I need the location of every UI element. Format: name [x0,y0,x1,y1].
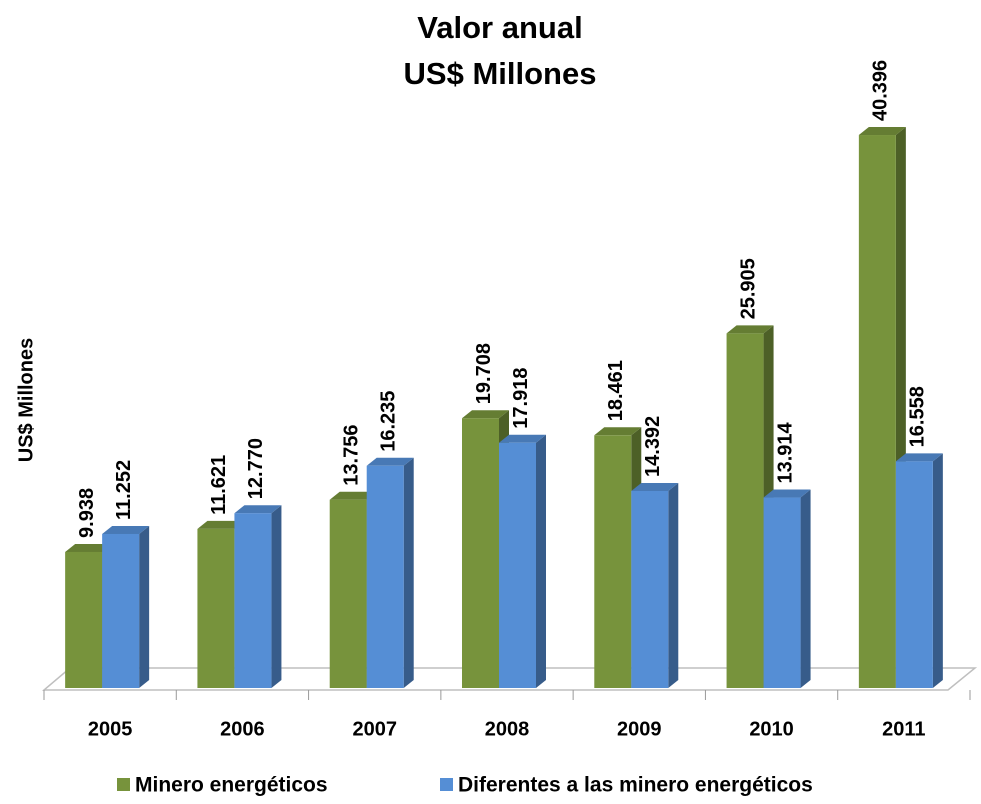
legend-label: Diferentes a las minero energéticos [458,774,813,797]
data-label: 25.905 [737,258,759,319]
x-tick-label: 2009 [617,718,662,740]
data-label: 16.558 [907,386,929,447]
data-label: 19.708 [473,343,495,404]
y-axis-label: US$ Millones [15,338,37,462]
data-label: 17.918 [510,368,532,429]
data-label: 9.938 [76,488,98,538]
x-tick-label: 2011 [882,718,925,740]
data-label: 16.235 [377,391,399,452]
chart-subtitle: US$ Millones [404,56,597,91]
bar [234,505,282,688]
chart-title: Valor anual [417,10,582,45]
data-label: 13.914 [774,421,796,483]
x-tick-label: 2006 [220,718,265,740]
bar [763,489,811,688]
data-label: 12.770 [245,438,267,499]
x-tick-label: 2008 [485,718,530,740]
x-tick-label: 2010 [749,718,794,740]
data-label: 11.621 [208,455,230,515]
data-label: 40.396 [870,60,892,121]
data-label: 13.756 [340,425,362,486]
bar [499,434,546,688]
x-tick-label: 2007 [352,718,397,740]
data-label: 11.252 [113,460,135,520]
data-label: 18.461 [605,360,627,421]
bar [366,457,414,688]
legend-swatch [440,778,453,791]
bar [102,525,150,688]
bar [631,482,679,688]
data-label: 14.392 [642,416,664,477]
legend-label: Minero energéticos [135,774,328,797]
bar [895,453,943,688]
x-tick-label: 2005 [88,718,133,740]
legend-swatch [117,778,130,791]
